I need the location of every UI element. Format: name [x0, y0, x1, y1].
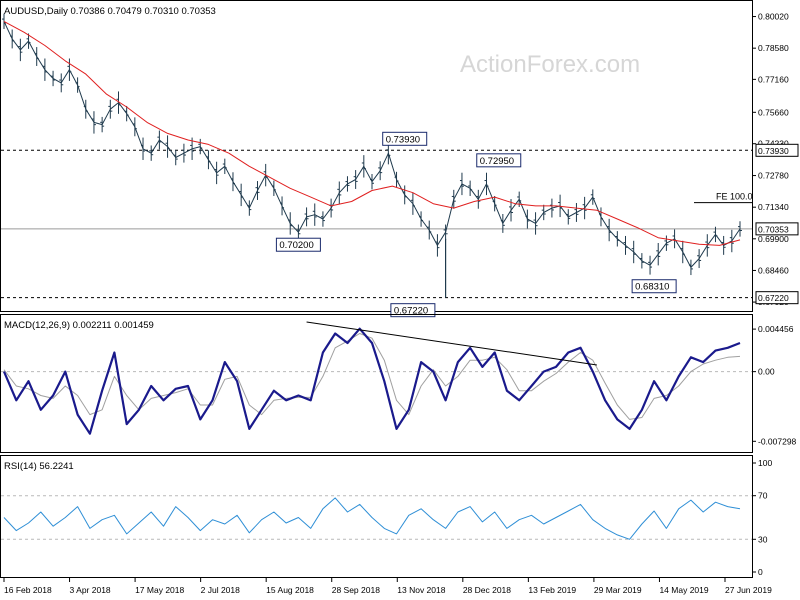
x-tick-label: 3 Apr 2018 — [70, 585, 111, 595]
watermark: ActionForex.com — [460, 51, 640, 78]
price-annotations: 0.73930 0.70200 0.72950 0.67220 0.68310 — [275, 131, 677, 318]
x-tick-label: 13 Feb 2019 — [528, 585, 576, 595]
fe-label: FE 100.0 — [716, 192, 753, 202]
price-series — [2, 13, 742, 298]
level-label: 0.73930 — [758, 146, 789, 156]
price-close-line — [3, 21, 741, 268]
macd-series — [1, 321, 752, 435]
macd-panel-frame — [0, 314, 753, 453]
x-tick-label: 29 Mar 2019 — [594, 585, 642, 595]
macd-line — [2, 327, 741, 435]
y-tick-label: 0.71340 — [758, 202, 789, 212]
y-tick-label: 0.69900 — [758, 234, 789, 244]
x-tick-label: 28 Dec 2018 — [463, 585, 511, 595]
rsi-series — [1, 495, 752, 540]
x-axis: 16 Feb 2018 3 Apr 2018 17 May 2018 2 Jul 20… — [3, 578, 772, 595]
level-label: 0.70353 — [758, 224, 789, 234]
macd-panel: MACD(12,26,9) 0.002211 0.001459 0.004456… — [0, 314, 797, 453]
swing-point-label: 0.67220 — [394, 306, 428, 317]
y-tick-label: 0.80020 — [758, 12, 789, 22]
y-tick-label: 100 — [758, 458, 772, 468]
fe-projection: FE 100.0 — [694, 192, 753, 204]
rsi-title: RSI(14) 56.2241 — [4, 461, 74, 472]
x-tick-label: 27 Jun 2019 — [725, 585, 772, 595]
level-label-box — [755, 291, 799, 305]
level-label-box — [755, 143, 799, 157]
swing-point-label: 0.72950 — [480, 156, 514, 167]
price-panel: ActionForex.com AUDUSD,Daily 0.70386 0.7… — [0, 0, 799, 318]
swing-point-label: 0.68310 — [635, 282, 669, 293]
moving-average-line — [3, 20, 741, 246]
level-label: 0.67220 — [758, 293, 789, 303]
x-tick-label: 14 May 2019 — [659, 585, 708, 595]
x-tick-label: 16 Feb 2018 — [4, 585, 52, 595]
y-tick-label: 0.72780 — [758, 171, 789, 181]
y-tick-label: 30 — [758, 534, 768, 544]
y-tick-label: 0.004456 — [758, 324, 794, 334]
price-level-lines — [1, 149, 752, 299]
y-tick-label: 0.00 — [758, 367, 775, 377]
symbol-title: AUDUSD,Daily 0.70386 0.70479 0.70310 0.7… — [4, 6, 216, 17]
swing-point-box — [476, 153, 522, 168]
y-tick-label: 0.74230 — [758, 139, 789, 149]
swing-point-box — [382, 131, 428, 146]
swing-point-box — [275, 237, 321, 252]
price-panel-frame — [0, 0, 753, 312]
y-tick-label: 0.68460 — [758, 265, 789, 275]
y-tick-label: 0.75660 — [758, 107, 789, 117]
swing-point-label: 0.73930 — [386, 134, 420, 145]
macd-trendline — [306, 321, 597, 366]
swing-point-box — [390, 303, 436, 318]
rsi-y-axis: 100 70 30 0 — [752, 458, 772, 577]
x-tick-label: 15 Aug 2018 — [266, 585, 314, 595]
x-tick-label: 28 Sep 2018 — [332, 585, 380, 595]
macd-y-axis: 0.004456 0.00 -0.007298 — [752, 324, 797, 446]
price-level-labels: 0.73930 0.70353 0.67220 — [755, 143, 799, 305]
x-tick-label: 2 Jul 2018 — [201, 585, 240, 595]
y-tick-label: 70 — [758, 491, 768, 501]
y-tick-label: 0.78580 — [758, 43, 789, 53]
level-label-box — [755, 222, 799, 236]
y-tick-label: 0 — [758, 567, 763, 577]
y-tick-label: 0.77160 — [758, 74, 789, 84]
rsi-panel: RSI(14) 56.2241 100 70 30 0 — [0, 455, 772, 578]
y-tick-label: -0.007298 — [758, 436, 797, 446]
macd-title: MACD(12,26,9) 0.002211 0.001459 — [4, 320, 154, 331]
x-tick-label: 13 Nov 2018 — [397, 585, 445, 595]
x-tick-label: 17 May 2018 — [135, 585, 184, 595]
swing-point-box — [631, 279, 677, 294]
rsi-line — [3, 497, 741, 540]
swing-point-label: 0.70200 — [279, 240, 313, 251]
macd-signal-line — [3, 333, 741, 420]
rsi-panel-frame — [0, 455, 753, 578]
